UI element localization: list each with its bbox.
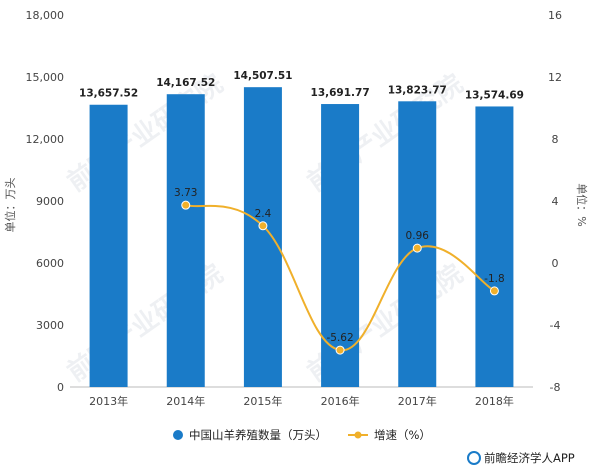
brand-logo-icon [467,451,481,465]
y-right-tick-label: -8 [550,381,561,394]
bar-value-label: 13,574.69 [465,89,524,101]
y-right-tick-label: 8 [552,133,559,146]
x-tick-label: 2014年 [166,394,205,408]
bar-value-label: 13,691.77 [311,87,370,99]
y-right-tick-label: 12 [548,71,562,84]
line-point [335,345,345,355]
y-right-tick-label: 16 [548,9,562,22]
y-tick-label: 0 [57,381,64,394]
bar [166,94,205,387]
line-value-label: -1.8 [484,273,505,285]
line-value-label: -5.62 [326,332,353,344]
legend-line-label: 增速（%） [374,428,431,442]
bars-group [89,87,514,388]
bar-value-label: 14,507.51 [233,70,292,82]
bar [321,104,360,388]
y-tick-label: 18,000 [26,9,65,22]
bar-value-label: 13,823.77 [388,84,447,96]
x-tick-label: 2016年 [321,394,360,408]
legend-line-marker [354,431,362,439]
y-tick-label: 12,000 [26,133,65,146]
y-right-tick-label: -4 [550,319,561,332]
y-tick-label: 6000 [36,257,64,270]
footer-brand-text: 前瞻经济学人APP [484,451,575,465]
footer: 前瞻经济学人APP [467,451,575,465]
y-axis-title: 单位：万头 [3,178,17,233]
bar-value-label: 14,167.52 [156,77,215,89]
x-tick-label: 2017年 [398,394,437,408]
y-right-tick-label: 0 [552,257,559,270]
legend-bar-label: 中国山羊养殖数量（万头） [189,428,327,442]
x-tick-label: 2018年 [475,394,514,408]
line-value-label: 0.96 [406,230,430,242]
legend-bar-swatch [173,430,183,440]
labels-group: 13,657.52 14,167.52 14,507.51 13,691.77 13,8… [79,70,524,344]
bar [243,87,282,387]
line-point [489,286,499,296]
line-value-label: 2.4 [255,208,272,220]
y-tick-label: 9000 [36,195,64,208]
y-right-axis-title: 单位：% [575,183,589,226]
line-point [258,221,268,231]
bar [89,104,128,388]
line-value-label: 3.73 [174,187,197,199]
x-tick-label: 2015年 [243,394,282,408]
y-tick-label: 15,000 [26,71,65,84]
legend: 中国山羊养殖数量（万头） 增速（%） [173,428,431,442]
bar-value-label: 13,657.52 [79,88,138,100]
line-point [412,243,422,253]
bar [475,106,514,387]
axes-group: 0 3000 6000 9000 12,000 15,000 18,000 -8 -4 0 4 8 12… [3,9,589,408]
line-group [181,200,499,355]
y-right-tick-label: 4 [552,195,559,208]
line-point [181,200,191,210]
x-tick-label: 2013年 [89,394,128,408]
y-tick-label: 3000 [36,319,64,332]
